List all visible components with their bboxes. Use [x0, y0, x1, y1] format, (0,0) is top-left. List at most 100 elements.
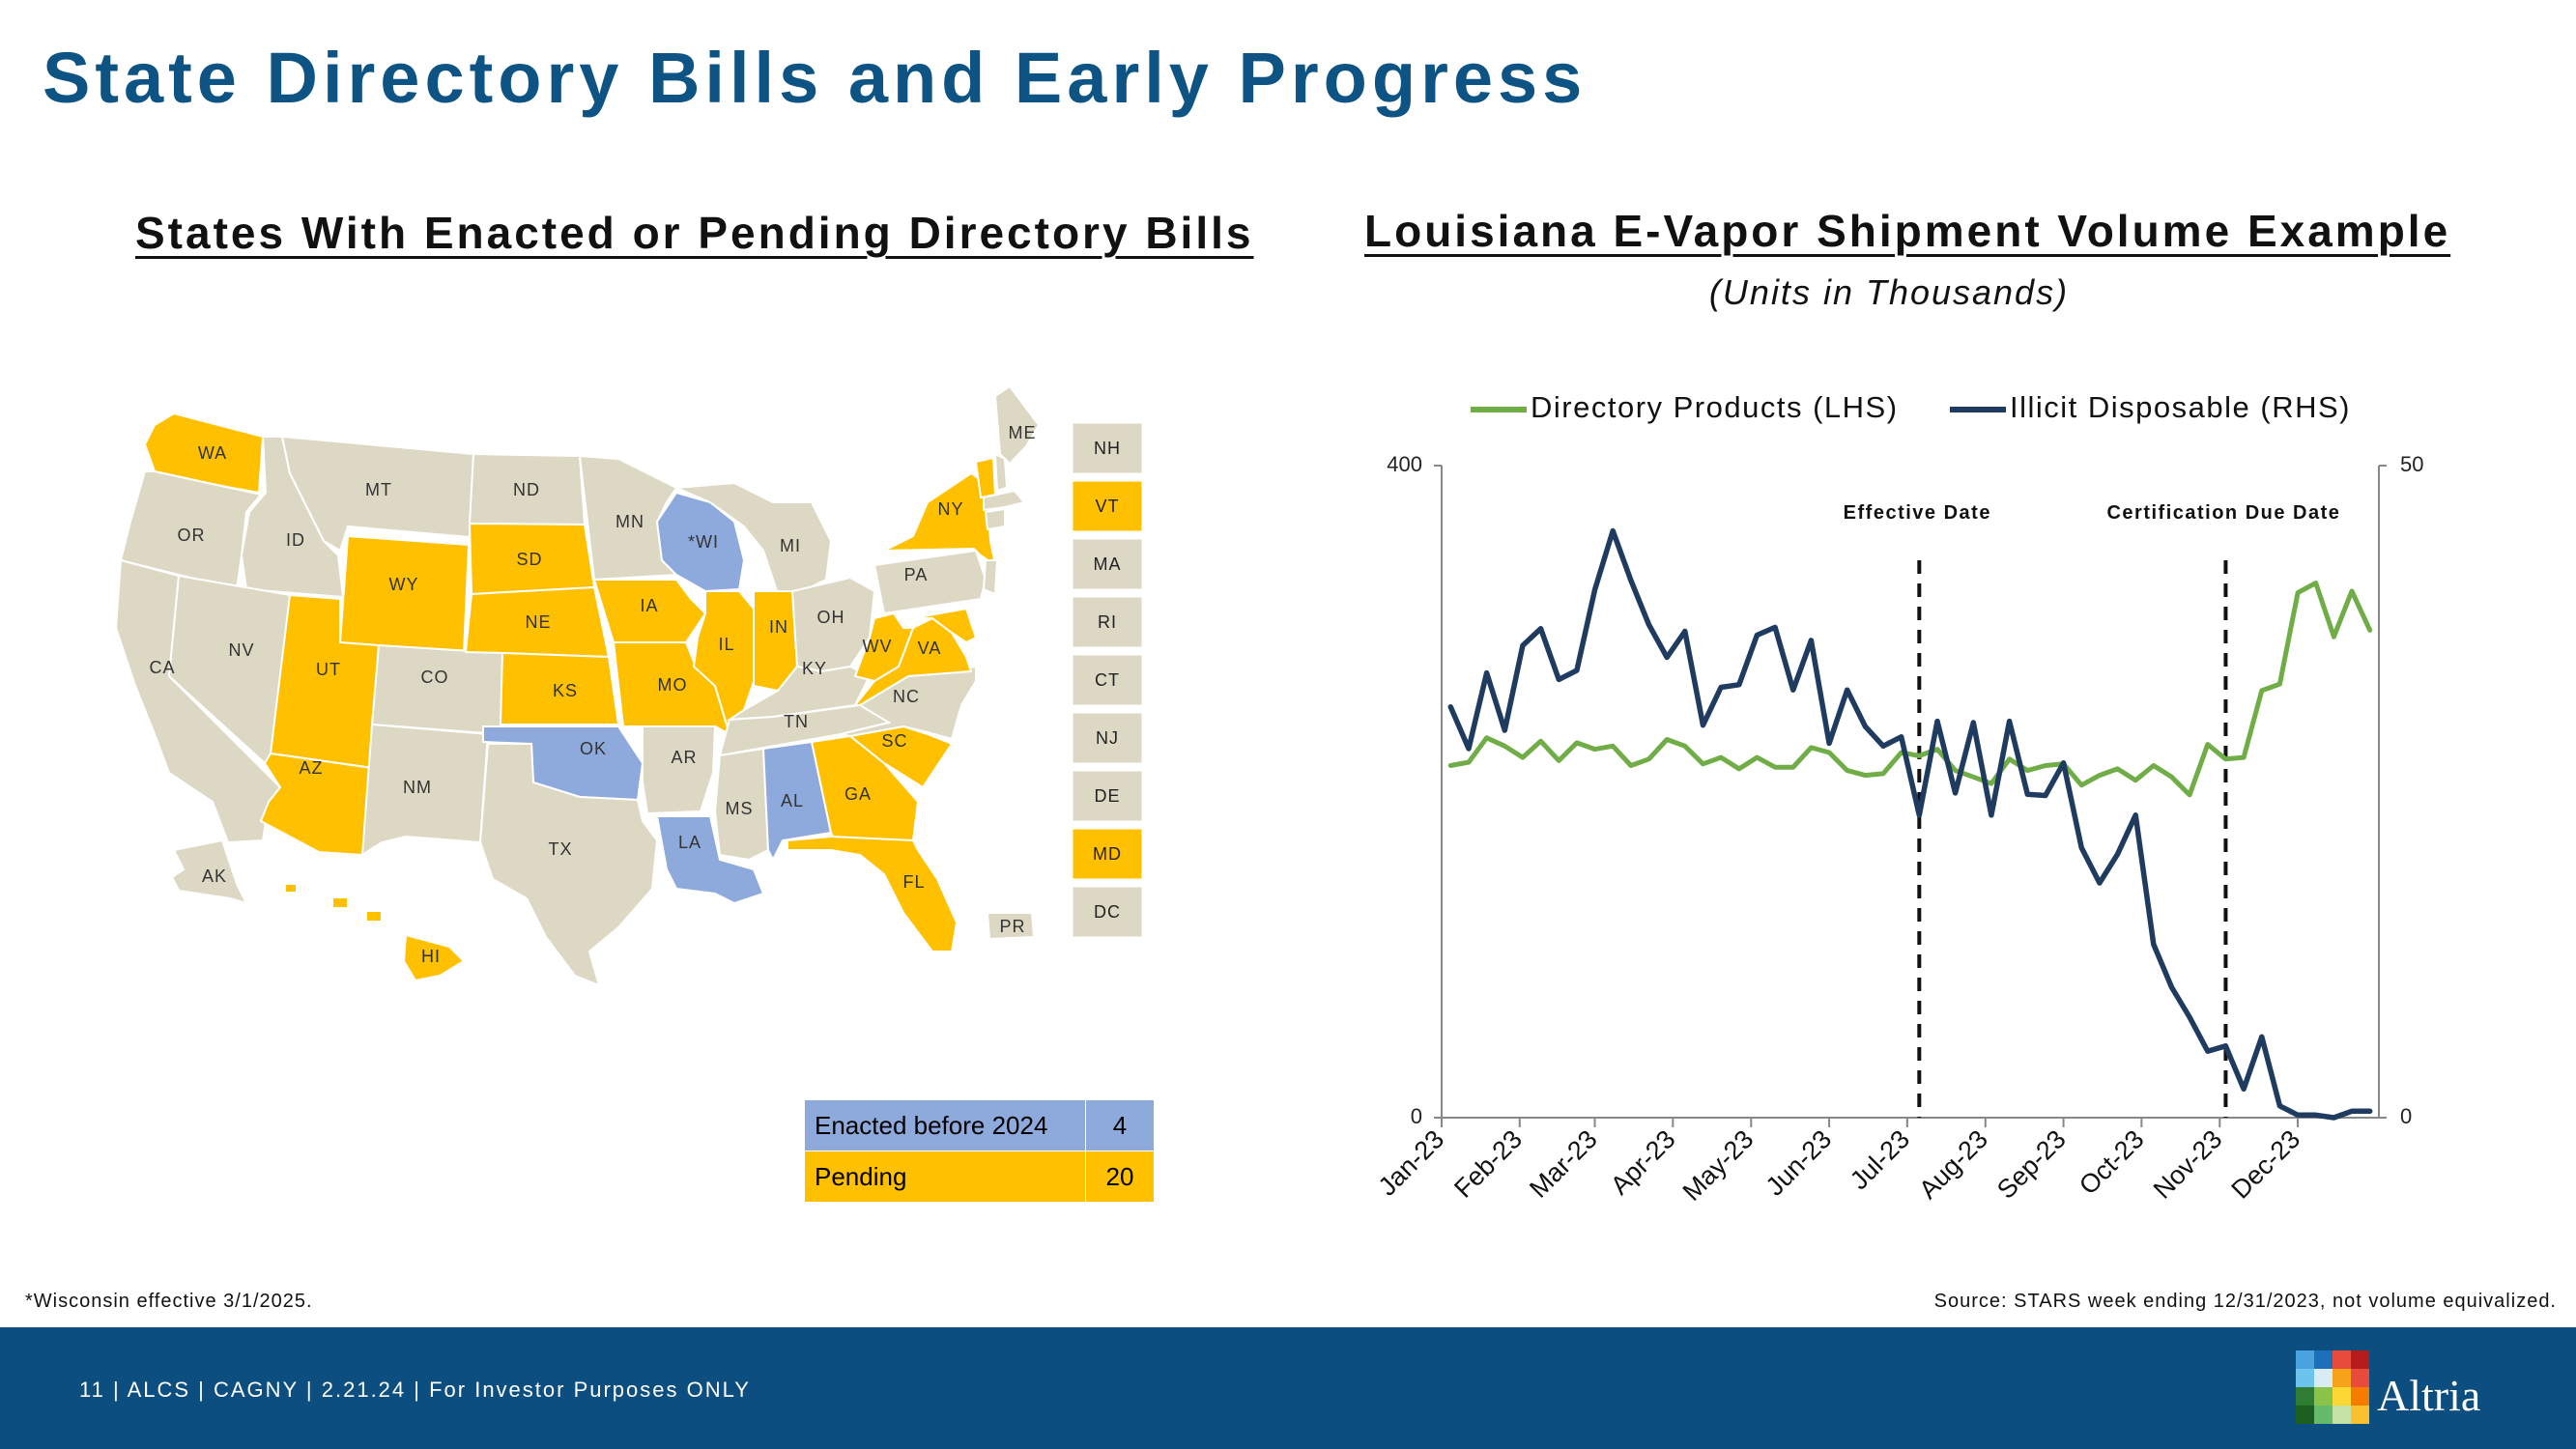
- x-tick-label-nov-23: Nov-23: [2148, 1124, 2228, 1205]
- state-shape-hi-island-1: [286, 885, 296, 892]
- map-heading: States With Enacted or Pending Directory…: [135, 208, 1254, 258]
- footnote: *Wisconsin effective 3/1/2025.: [25, 1291, 313, 1312]
- state-shape-me: [993, 384, 1041, 466]
- pending-count: 20: [1085, 1151, 1155, 1203]
- x-tick-label-oct-23: Oct-23: [2074, 1124, 2150, 1201]
- us-state-map: WA OR CA ID NV MT WY UT AZ CO NM ND SD NE KS OK TX MN IA MO…: [114, 384, 1143, 987]
- state-label-wi: *WI: [688, 532, 719, 552]
- state-label-ky: KY: [802, 659, 827, 678]
- state-label-wy: WY: [389, 575, 419, 594]
- state-box-label-nh: NH: [1094, 439, 1121, 458]
- annotation-label-2: Certification Due Date: [2106, 502, 2340, 524]
- state-label-ar: AR: [671, 748, 697, 767]
- altria-wordmark: Altria: [2377, 1371, 2481, 1420]
- state-box-ct: [1072, 654, 1143, 706]
- state-box-label-vt: VT: [1095, 497, 1119, 516]
- state-shape-ks: [499, 651, 620, 725]
- state-shape-ct: [984, 507, 1006, 531]
- source-note: Source: STARS week ending 12/31/2023, no…: [1933, 1291, 2557, 1312]
- state-label-sc: SC: [881, 731, 907, 751]
- state-label-ca: CA: [149, 658, 175, 677]
- state-shape-ma: [983, 489, 1026, 512]
- enacted-count: 4: [1085, 1099, 1155, 1151]
- state-shape-ar: [642, 725, 717, 815]
- state-box-ri: [1072, 596, 1143, 648]
- x-tick-label-mar-23: Mar-23: [1524, 1124, 1603, 1204]
- state-label-ks: KS: [553, 681, 578, 700]
- state-shape-hi-island-3: [367, 912, 381, 921]
- state-shape-nj: [982, 559, 999, 596]
- state-shape-md: [912, 607, 978, 644]
- state-label-sd: SD: [516, 550, 542, 569]
- state-label-il: IL: [718, 635, 734, 654]
- legend-label-2: Illicit Disposable (RHS): [2010, 390, 2351, 424]
- state-label-va: VA: [918, 639, 942, 658]
- state-shape-wi: [655, 491, 746, 593]
- footer-bar: [0, 1327, 2576, 1449]
- state-label-ut: UT: [316, 660, 341, 679]
- state-shape-pa: [873, 549, 987, 615]
- state-shape-ak: [170, 838, 248, 905]
- state-label-oh: OH: [817, 608, 845, 627]
- state-label-mo: MO: [658, 675, 688, 695]
- state-shape-wy: [338, 534, 471, 654]
- x-tick-label-dec-23: Dec-23: [2226, 1124, 2306, 1205]
- state-box-vt: [1072, 480, 1143, 532]
- legend-label-1: Directory Products (LHS): [1531, 390, 1899, 424]
- state-box-label-nj: NJ: [1096, 728, 1119, 748]
- state-label-hi: HI: [421, 947, 441, 966]
- state-shape-nh: [993, 452, 1009, 493]
- state-box-ma: [1072, 538, 1143, 590]
- state-label-la: LA: [678, 833, 701, 852]
- state-shape-wv: [853, 611, 915, 683]
- state-shape-la: [655, 815, 765, 905]
- state-shape-hi-island-2: [333, 898, 347, 907]
- x-tick-label-aug-23: Aug-23: [1913, 1124, 1993, 1205]
- state-box-label-dc: DC: [1094, 902, 1121, 922]
- state-label-tx: TX: [548, 839, 572, 859]
- state-box-label-de: DE: [1094, 786, 1120, 806]
- x-tick-label-sep-23: Sep-23: [1991, 1124, 2072, 1205]
- state-shape-tx: [478, 743, 659, 987]
- state-label-ne: NE: [525, 612, 551, 632]
- state-label-fl: FL: [902, 872, 925, 892]
- footer-text: 11 | ALCS | CAGNY | 2.21.24 | For Invest…: [79, 1378, 751, 1402]
- chart-heading: Louisiana E-Vapor Shipment Volume Exampl…: [1364, 206, 2451, 256]
- state-label-nc: NC: [893, 687, 920, 706]
- state-label-ak: AK: [202, 867, 227, 886]
- annotation-label-1: Effective Date: [1844, 502, 1991, 524]
- state-label-ia: IA: [640, 596, 658, 615]
- altria-logo-icon: [2296, 1350, 2369, 1424]
- state-box-label-ma: MA: [1094, 554, 1122, 574]
- x-tick-label-jan-23: Jan-23: [1373, 1124, 1450, 1202]
- state-box-dc: [1072, 886, 1143, 938]
- state-label-me: ME: [1009, 423, 1037, 442]
- right-tick-label: 50: [2400, 452, 2423, 476]
- state-shape-fl: [787, 835, 959, 952]
- state-label-al: AL: [781, 791, 804, 810]
- state-box-label-md: MD: [1093, 844, 1122, 864]
- pending-row: Pending 20: [804, 1151, 1155, 1203]
- series-line-illicit-disposable: [1447, 527, 2373, 1121]
- x-tick-label-jun-23: Jun-23: [1760, 1124, 1838, 1202]
- state-shape-co: [370, 643, 504, 736]
- x-tick-label-jul-23: Jul-23: [1845, 1124, 1915, 1195]
- series-line-directory-products: [1447, 581, 2373, 798]
- state-label-id: ID: [286, 530, 305, 550]
- enacted-row: Enacted before 2024 4: [804, 1099, 1155, 1151]
- state-box-label-ct: CT: [1095, 670, 1120, 690]
- state-label-nm: NM: [403, 778, 432, 797]
- state-label-wa: WA: [198, 443, 227, 463]
- state-label-wv: WV: [863, 637, 893, 656]
- enacted-label: Enacted before 2024: [804, 1099, 1086, 1151]
- state-box-nh: [1072, 422, 1143, 474]
- state-shape-or: [119, 470, 263, 591]
- state-label-az: AZ: [299, 758, 323, 778]
- state-box-de: [1072, 770, 1143, 822]
- chart-subheading: (Units in Thousands): [1708, 272, 2070, 312]
- state-label-ga: GA: [844, 784, 872, 804]
- state-box-nj: [1072, 712, 1143, 764]
- state-label-mt: MT: [365, 480, 392, 499]
- page-title: State Directory Bills and Early Progress: [43, 38, 1588, 118]
